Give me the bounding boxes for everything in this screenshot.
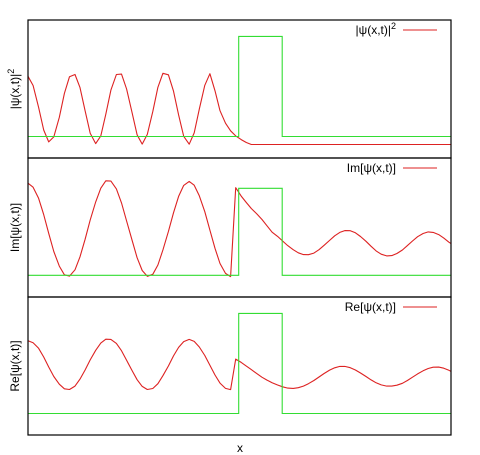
panel-bottom: Re[ψ(x,t)] Re[ψ(x,t)]: [8, 296, 452, 436]
bottom-plot-frame: [27, 296, 452, 436]
bottom-y-axis-label: Re[ψ(x,t)]: [8, 340, 22, 391]
middle-legend-label: Im[ψ(x,t)]: [347, 161, 396, 175]
top-barrier-line: [28, 35, 451, 138]
top-plot-frame: [27, 19, 452, 159]
top-legend-label-sup: 2: [391, 21, 396, 31]
x-axis-label: x: [237, 441, 243, 455]
top-legend-label: |ψ(x,t)|2: [356, 21, 396, 37]
panel-middle: Im[ψ(x,t)] Im[ψ(x,t)]: [8, 157, 452, 298]
bottom-legend-label: Re[ψ(x,t)]: [345, 300, 396, 314]
bottom-wave-line: [27, 338, 452, 391]
top-y-axis-label-sup: 2: [6, 69, 16, 74]
middle-y-axis-label: Im[ψ(x,t)]: [8, 203, 22, 252]
middle-barrier-line: [28, 187, 451, 276]
middle-wave-line: [27, 180, 452, 278]
bottom-barrier-line: [28, 312, 451, 415]
panel-top: |ψ(x,t)|2 |ψ(x,t)|2: [6, 19, 452, 159]
middle-plot-frame: [27, 157, 452, 298]
top-y-axis-label: |ψ(x,t)|2: [6, 69, 22, 109]
top-wave-line: [27, 72, 451, 146]
